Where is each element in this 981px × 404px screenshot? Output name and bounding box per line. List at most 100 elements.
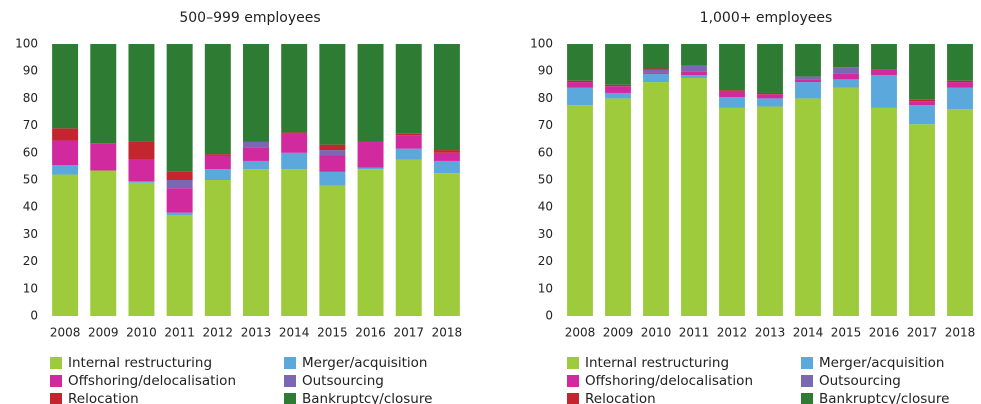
y-tick-label: 30 — [538, 227, 553, 241]
legend-label: Relocation — [68, 391, 139, 404]
x-tick-label: 2010 — [126, 326, 157, 340]
chart-title: 1,000+ employees — [700, 10, 833, 26]
bar-segment — [357, 167, 384, 170]
bar-segment — [433, 160, 460, 174]
bar-segment — [795, 76, 821, 80]
y-tick-label: 90 — [23, 64, 38, 78]
bar-segment — [433, 150, 460, 153]
y-tick-label: 20 — [538, 254, 553, 268]
x-tick-label: 2013 — [755, 326, 786, 340]
y-tick-label: 70 — [23, 118, 38, 132]
bar-segment — [567, 44, 593, 81]
bar-segment — [395, 135, 422, 149]
bar-segment — [909, 101, 935, 106]
bar-segment — [947, 87, 973, 110]
bar-segment — [319, 144, 346, 151]
legend-swatch — [50, 393, 62, 404]
bar-segment — [643, 44, 669, 69]
bar-segment — [719, 44, 745, 91]
bar-segment — [395, 159, 422, 316]
legend-label: Bankruptcy/closure — [819, 391, 949, 404]
bar-segment — [52, 165, 79, 175]
bar-segment — [719, 107, 745, 316]
bar-segment — [433, 173, 460, 316]
y-tick-label: 0 — [545, 309, 553, 323]
bar-segment — [357, 141, 384, 168]
bar-segment — [128, 159, 155, 182]
bar-segment — [319, 171, 346, 186]
bar-segment — [643, 72, 669, 74]
legend-label: Offshoring/delocalisation — [585, 373, 753, 389]
legend-swatch — [567, 357, 579, 369]
bar-segment — [204, 180, 231, 316]
y-tick-label: 90 — [538, 64, 553, 78]
legend-swatch — [567, 393, 579, 404]
y-tick-label: 50 — [538, 173, 553, 187]
bar-segment — [871, 44, 897, 70]
x-tick-label: 2009 — [88, 326, 119, 340]
bar-segment — [833, 73, 859, 80]
y-tick-label: 100 — [15, 37, 38, 51]
bar-segment — [833, 87, 859, 317]
bar-segment — [795, 82, 821, 99]
legend-swatch — [284, 393, 296, 404]
x-tick-label: 2016 — [869, 326, 900, 340]
bar-segment — [357, 169, 384, 316]
legend-label: Merger/acquisition — [302, 355, 427, 371]
legend-swatch — [801, 357, 813, 369]
x-tick-label: 2011 — [164, 326, 195, 340]
bar-segment — [281, 133, 308, 153]
bar-segment — [243, 141, 269, 148]
bar-segment — [357, 44, 384, 142]
bar-segment — [52, 140, 79, 166]
bar-segment — [567, 105, 593, 316]
bar-segment — [204, 44, 231, 155]
legend-swatch — [50, 357, 62, 369]
bar-segment — [605, 98, 631, 317]
bar-segment — [166, 212, 193, 216]
bar-segment — [567, 80, 593, 83]
bar-segment — [871, 75, 897, 108]
bar-segment — [757, 44, 783, 93]
bar-segment — [319, 150, 346, 156]
y-tick-label: 40 — [23, 200, 38, 214]
bar-segment — [243, 169, 269, 316]
chart-title: 500–999 employees — [179, 10, 320, 26]
y-tick-label: 100 — [530, 37, 553, 51]
bar-segment — [166, 215, 193, 316]
bar-segment — [795, 98, 821, 317]
y-tick-label: 40 — [538, 200, 553, 214]
bar-segment — [757, 92, 783, 95]
bar-segment — [433, 152, 460, 161]
bar-segment — [433, 44, 460, 151]
bar-segment — [909, 124, 935, 317]
bar-segment — [567, 87, 593, 106]
bar-segment — [605, 84, 631, 87]
x-tick-label: 2015 — [831, 326, 862, 340]
x-tick-label: 2017 — [393, 326, 424, 340]
bar-segment — [871, 69, 897, 76]
x-tick-label: 2008 — [50, 326, 81, 340]
bar-segment — [757, 106, 783, 316]
bar-segment — [90, 143, 117, 171]
bar-segment — [909, 105, 935, 125]
bar-segment — [128, 181, 155, 183]
bar-segment — [643, 68, 669, 70]
bar-segment — [567, 82, 593, 88]
legend-label: Offshoring/delocalisation — [68, 373, 236, 389]
legend-label: Bankruptcy/closure — [302, 391, 432, 404]
bar-segment — [795, 44, 821, 77]
bar-segment — [204, 155, 231, 170]
bar-segment — [605, 44, 631, 85]
bar-segment — [719, 91, 745, 98]
y-tick-label: 70 — [538, 118, 553, 132]
legend-label: Internal restructuring — [68, 355, 212, 371]
bar-segment — [281, 132, 308, 134]
x-tick-label: 2018 — [945, 326, 976, 340]
bar-segment — [681, 75, 707, 78]
legend-label: Merger/acquisition — [819, 355, 944, 371]
y-tick-label: 80 — [538, 91, 553, 105]
bar-segment — [281, 169, 308, 316]
bar-segment — [52, 44, 79, 129]
